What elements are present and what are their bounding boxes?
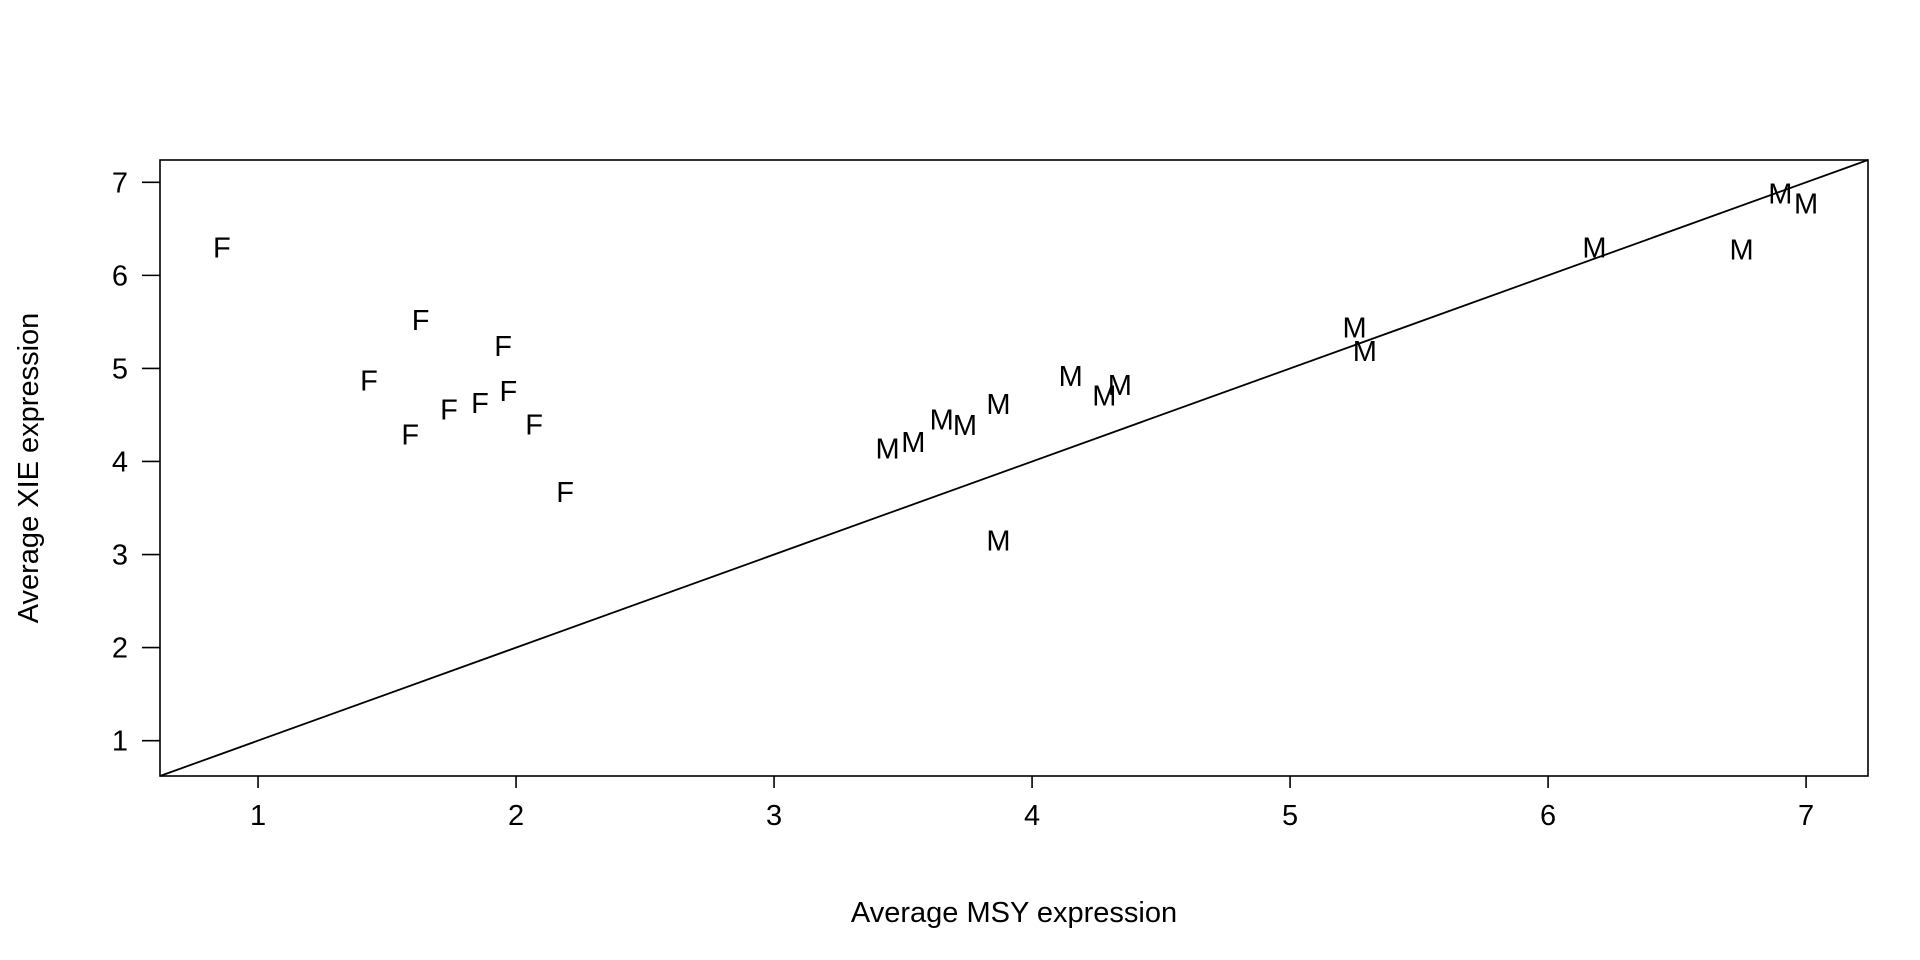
plot-frame <box>159 159 1869 777</box>
x-tick-label: 5 <box>1282 800 1298 832</box>
x-tick-label: 3 <box>766 800 782 832</box>
x-tick-label: 6 <box>1540 800 1556 832</box>
data-point-m: M <box>875 433 899 465</box>
y-tick-label: 1 <box>112 726 128 758</box>
data-point-m: M <box>1353 336 1377 368</box>
x-tick-label: 1 <box>250 800 266 832</box>
x-axis: 1 2 3 4 5 6 7 <box>250 776 1814 832</box>
y-axis: 1 2 3 4 5 6 7 <box>112 167 160 758</box>
data-point-m: M <box>1729 234 1753 266</box>
x-tick-label: 2 <box>508 800 524 832</box>
data-point-m: M <box>953 410 977 442</box>
data-point-f: F <box>525 409 543 441</box>
y-tick-label: 3 <box>112 540 128 572</box>
x-tick-label: 4 <box>1024 800 1040 832</box>
data-point-m: M <box>1794 189 1818 221</box>
x-tick-label: 7 <box>1798 800 1814 832</box>
y-tick-label: 5 <box>112 353 128 385</box>
identity-reference-line <box>159 159 1869 777</box>
data-point-m: M <box>986 389 1010 421</box>
data-point-m: M <box>1342 312 1366 344</box>
data-point-f: F <box>440 394 458 426</box>
y-tick-label: 2 <box>112 633 128 665</box>
data-point-f: F <box>412 305 430 337</box>
y-axis-title: Average XIE expression <box>13 313 45 624</box>
data-point-f: F <box>213 232 231 264</box>
data-point-m: M <box>930 405 954 437</box>
y-tick-label: 4 <box>112 446 128 478</box>
data-point-f: F <box>556 477 574 509</box>
data-point-m: M <box>901 427 925 459</box>
data-point-f: F <box>471 388 489 420</box>
data-point-m: M <box>1059 361 1083 393</box>
data-point-f: F <box>494 331 512 363</box>
data-point-m: M <box>1582 232 1606 264</box>
data-point-f: F <box>499 376 517 408</box>
data-point-m: M <box>986 526 1010 558</box>
x-axis-title: Average MSY expression <box>851 897 1177 929</box>
reference-line-layer <box>159 159 1869 777</box>
y-tick-label: 7 <box>112 167 128 199</box>
data-point-m: M <box>1092 380 1116 412</box>
data-point-f: F <box>401 420 419 452</box>
data-point-m: M <box>1768 178 1792 210</box>
data-point-m: M <box>1108 370 1132 402</box>
data-point-f: F <box>360 366 378 398</box>
y-tick-label: 6 <box>112 260 128 292</box>
